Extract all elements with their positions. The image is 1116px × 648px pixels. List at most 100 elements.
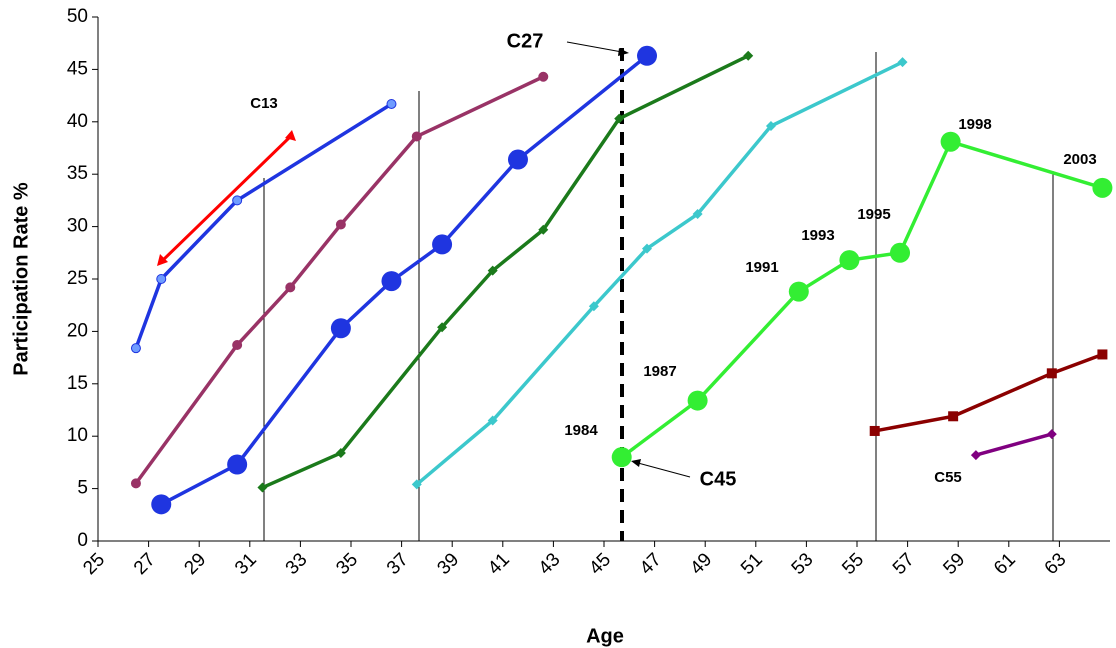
point [588, 301, 599, 312]
arrow [566, 41, 623, 53]
y-tick-label: 15 [67, 373, 88, 394]
point [386, 98, 397, 109]
series-line [874, 352, 1104, 433]
point [538, 224, 549, 235]
x-tick-label: 35 [332, 549, 362, 579]
annotation: C55 [934, 469, 962, 486]
annotation: 2003 [1063, 151, 1096, 168]
point [335, 219, 346, 230]
arrow-head [157, 254, 168, 266]
point [257, 482, 268, 493]
point [437, 322, 448, 333]
point [642, 243, 653, 254]
point [381, 271, 402, 292]
x-tick-label: 45 [585, 549, 615, 579]
x-tick-label: 37 [383, 549, 413, 579]
y-tick-label: 30 [67, 216, 88, 237]
x-tick-label: 61 [990, 549, 1020, 579]
point [432, 234, 453, 255]
point [151, 494, 172, 515]
point [335, 447, 346, 458]
point [156, 274, 167, 284]
x-tick-label: 51 [737, 549, 767, 579]
x-tick-label: 47 [636, 549, 666, 579]
point [890, 242, 911, 263]
y-tick-label: 35 [67, 163, 88, 184]
y-tick-label: 50 [67, 6, 88, 27]
x-tick-label: 33 [282, 549, 312, 579]
x-tick-label: 57 [889, 549, 919, 579]
series-line [134, 102, 393, 349]
point [411, 131, 422, 142]
x-tick-label: 39 [433, 549, 463, 579]
annotation: C13 [250, 95, 278, 112]
series-line [975, 432, 1053, 457]
point [765, 120, 776, 131]
point [692, 209, 703, 220]
point [940, 131, 961, 152]
arrow-head [631, 459, 641, 467]
point [1046, 368, 1057, 379]
x-tick-label: 49 [686, 549, 716, 579]
point [330, 318, 351, 339]
annotation: 1984 [564, 422, 598, 439]
point [743, 50, 754, 61]
y-tick-label: 0 [77, 530, 88, 551]
arrow-head [285, 130, 296, 141]
y-tick-label: 25 [67, 268, 88, 289]
x-tick-label: 41 [484, 549, 514, 579]
x-tick-label: 25 [79, 549, 109, 579]
arrow [637, 462, 691, 478]
point [487, 415, 498, 426]
point [1046, 429, 1057, 440]
point [1097, 349, 1108, 360]
arrow-head [618, 48, 629, 56]
point [507, 149, 528, 170]
point [788, 281, 809, 302]
series-line [134, 75, 545, 485]
x-tick-label: 27 [130, 549, 160, 579]
annotation: C27 [507, 30, 544, 52]
point [637, 45, 658, 66]
point [1092, 177, 1113, 198]
y-tick-label: 5 [77, 478, 88, 499]
point [411, 479, 422, 490]
x-tick-label: 59 [939, 549, 969, 579]
annotation: 1993 [801, 227, 834, 244]
point [232, 340, 243, 351]
point [487, 265, 498, 276]
y-tick-label: 20 [67, 320, 88, 341]
point [130, 343, 141, 354]
arrow [159, 134, 293, 264]
point [227, 454, 248, 475]
annotation: 1995 [857, 206, 890, 223]
annotation: 1987 [643, 363, 676, 380]
point [232, 195, 243, 206]
point [869, 425, 880, 436]
y-tick-label: 10 [67, 425, 88, 446]
annotation: 1998 [958, 116, 991, 133]
x-tick-label: 31 [231, 549, 261, 579]
series-line [261, 54, 749, 490]
y-tick-label: 40 [67, 111, 88, 132]
point [538, 71, 549, 82]
point [839, 250, 860, 271]
point [970, 450, 981, 461]
point [130, 478, 141, 489]
x-tick-label: 63 [1041, 549, 1071, 579]
x-tick-label: 55 [838, 549, 868, 579]
y-axis-label: Participation Rate % [10, 182, 32, 376]
point [611, 447, 632, 468]
point [614, 113, 625, 124]
point [687, 390, 708, 411]
series-line [620, 139, 1103, 459]
x-axis-label: Age [586, 625, 624, 647]
point [948, 411, 959, 422]
y-tick-label: 45 [67, 58, 88, 79]
annotation: 1991 [745, 259, 778, 276]
x-tick-label: 53 [788, 549, 818, 579]
x-tick-label: 43 [535, 549, 565, 579]
point [285, 282, 296, 293]
